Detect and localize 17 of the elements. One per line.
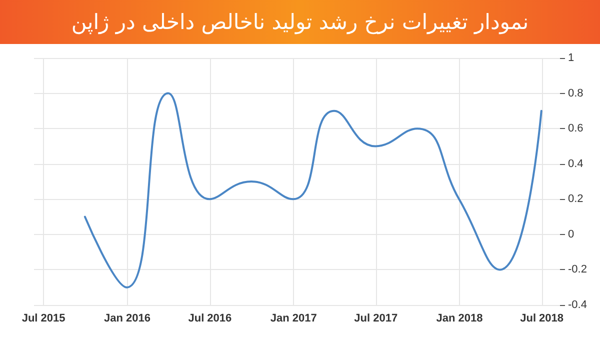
y-tick-label: -0.4 (568, 299, 587, 311)
y-tick-label: 0.6 (568, 122, 584, 135)
y-tick-label: 0.2 (568, 193, 584, 206)
x-tick-label: Jul 2018 (520, 312, 564, 324)
y-tick-label: 0 (568, 228, 574, 240)
chart-title: نمودار تغییرات نرخ رشد تولید ناخالص داخلی در ژاپن (0, 0, 600, 44)
x-tick-label: Jan 2018 (436, 312, 483, 324)
y-tick-label: 0.4 (568, 158, 584, 170)
y-tick-label: 0.8 (568, 87, 584, 100)
x-tick-label: Jul 2015 (22, 312, 66, 324)
line-series (84, 92, 542, 288)
y-tick-label: 1 (568, 52, 574, 64)
x-tick-label: Jul 2016 (188, 312, 232, 324)
x-tick-label: Jan 2016 (104, 312, 150, 324)
y-tick-label: -0.2 (568, 264, 587, 276)
x-tick-label: Jul 2017 (354, 312, 398, 324)
x-tick-label: Jan 2017 (270, 312, 317, 324)
